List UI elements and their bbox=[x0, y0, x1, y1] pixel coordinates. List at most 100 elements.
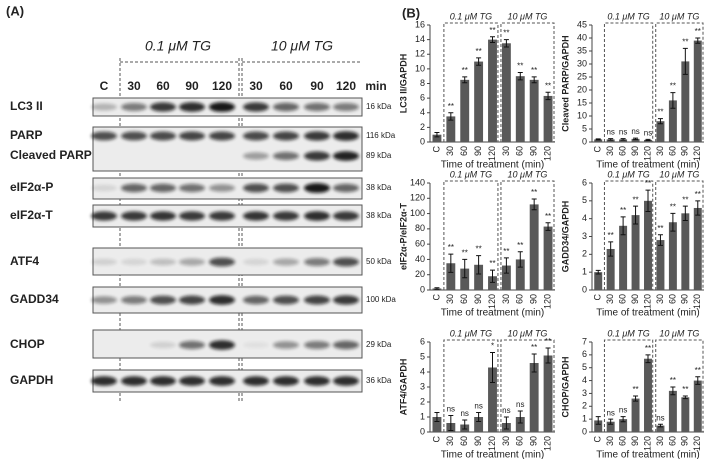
significance: ** bbox=[545, 81, 551, 90]
band bbox=[209, 376, 235, 386]
bar bbox=[529, 363, 539, 432]
error-bar bbox=[448, 112, 454, 121]
x-tick-label: 120 bbox=[487, 146, 497, 161]
band bbox=[179, 258, 205, 266]
band bbox=[333, 257, 359, 267]
group-bracket bbox=[500, 339, 555, 432]
band bbox=[243, 211, 269, 221]
x-tick-label: C bbox=[593, 146, 603, 153]
bar bbox=[681, 213, 690, 290]
significance: ns bbox=[502, 406, 510, 415]
bar bbox=[668, 222, 677, 290]
y-tick-label: 80 bbox=[415, 223, 425, 233]
band bbox=[150, 341, 176, 349]
y-tick-label: 45 bbox=[577, 19, 587, 29]
y-tick-label: 35 bbox=[577, 45, 587, 55]
x-tick-label: 30 bbox=[501, 146, 511, 156]
significance: ** bbox=[531, 343, 537, 352]
lane-label: 120 bbox=[336, 79, 356, 93]
y-tick-label: 4 bbox=[420, 107, 425, 117]
group-bracket bbox=[443, 22, 499, 142]
y-tick-label: 12 bbox=[415, 49, 425, 59]
error-bar bbox=[462, 76, 468, 84]
significance: ** bbox=[695, 27, 701, 36]
x-axis-label: Time of treatment (min) bbox=[441, 160, 545, 171]
x-axis-label: Time of treatment (min) bbox=[441, 450, 545, 459]
x-axis-label: Time of treatment (min) bbox=[441, 308, 545, 319]
x-tick-label: 90 bbox=[630, 146, 640, 156]
error-bar bbox=[503, 39, 509, 48]
bar bbox=[501, 43, 511, 142]
x-tick-label: 120 bbox=[487, 294, 497, 309]
band bbox=[150, 211, 176, 221]
panel-label: (A) bbox=[6, 3, 24, 18]
x-tick-label: 30 bbox=[655, 436, 665, 446]
error-bar bbox=[434, 287, 440, 290]
band bbox=[91, 376, 117, 386]
x-tick-label: 90 bbox=[473, 294, 483, 304]
band bbox=[304, 102, 330, 112]
band bbox=[179, 376, 205, 386]
group-label: 0.1 μM TG bbox=[450, 169, 492, 179]
significance: ns bbox=[516, 400, 524, 409]
bar bbox=[619, 225, 628, 290]
x-tick-label: 120 bbox=[692, 146, 702, 161]
group-label: 10 μM TG bbox=[508, 328, 548, 338]
y-tick-label: 0 bbox=[582, 136, 587, 146]
x-tick-label: 30 bbox=[445, 294, 455, 304]
band bbox=[91, 211, 117, 221]
group-bracket bbox=[603, 339, 654, 432]
band bbox=[273, 295, 299, 305]
protein-label: eIF2α-T bbox=[10, 208, 53, 222]
band bbox=[243, 341, 269, 349]
y-axis-label: GADD34/GAPDH bbox=[560, 201, 570, 273]
group-bracket bbox=[655, 22, 704, 142]
bar bbox=[656, 121, 665, 142]
y-tick-label: 6 bbox=[420, 93, 425, 103]
group-label: 0.1 μM TG bbox=[607, 11, 649, 21]
band bbox=[91, 258, 117, 266]
error-bar bbox=[531, 198, 537, 211]
error-bar bbox=[608, 418, 614, 425]
band bbox=[179, 183, 205, 193]
band bbox=[209, 211, 235, 221]
significance: ** bbox=[475, 47, 481, 56]
band bbox=[179, 295, 205, 305]
x-tick-label: 30 bbox=[501, 436, 511, 446]
error-bar bbox=[462, 258, 468, 279]
x-tick-label: C bbox=[431, 146, 441, 153]
band bbox=[243, 258, 269, 266]
error-bar bbox=[448, 253, 454, 273]
band bbox=[304, 151, 330, 161]
y-tick-label: 4 bbox=[420, 366, 425, 376]
error-bar bbox=[545, 222, 551, 231]
bar bbox=[681, 61, 690, 142]
x-tick-label: 90 bbox=[680, 436, 690, 446]
band bbox=[179, 211, 205, 221]
error-bar bbox=[595, 416, 601, 425]
error-bar bbox=[620, 138, 626, 141]
bar bbox=[529, 79, 539, 142]
band bbox=[273, 341, 299, 349]
lane-label: 60 bbox=[156, 79, 170, 93]
significance: ns bbox=[460, 409, 468, 418]
significance: ** bbox=[632, 195, 638, 204]
band bbox=[273, 151, 299, 161]
bar bbox=[543, 226, 553, 290]
band bbox=[243, 102, 269, 112]
x-tick-label: 120 bbox=[692, 436, 702, 451]
band bbox=[91, 296, 117, 304]
x-tick-label: 90 bbox=[630, 436, 640, 446]
significance: ns bbox=[619, 406, 627, 415]
error-bar bbox=[695, 37, 701, 44]
x-tick-label: 90 bbox=[680, 294, 690, 304]
error-bar bbox=[645, 189, 651, 213]
unit-label: min bbox=[365, 79, 386, 93]
band bbox=[179, 131, 205, 141]
x-tick-label: 90 bbox=[529, 294, 539, 304]
x-tick-label: 30 bbox=[655, 146, 665, 156]
bar bbox=[432, 417, 442, 432]
y-tick-label: 6 bbox=[582, 177, 587, 187]
bar bbox=[656, 240, 665, 290]
bar bbox=[515, 417, 525, 432]
